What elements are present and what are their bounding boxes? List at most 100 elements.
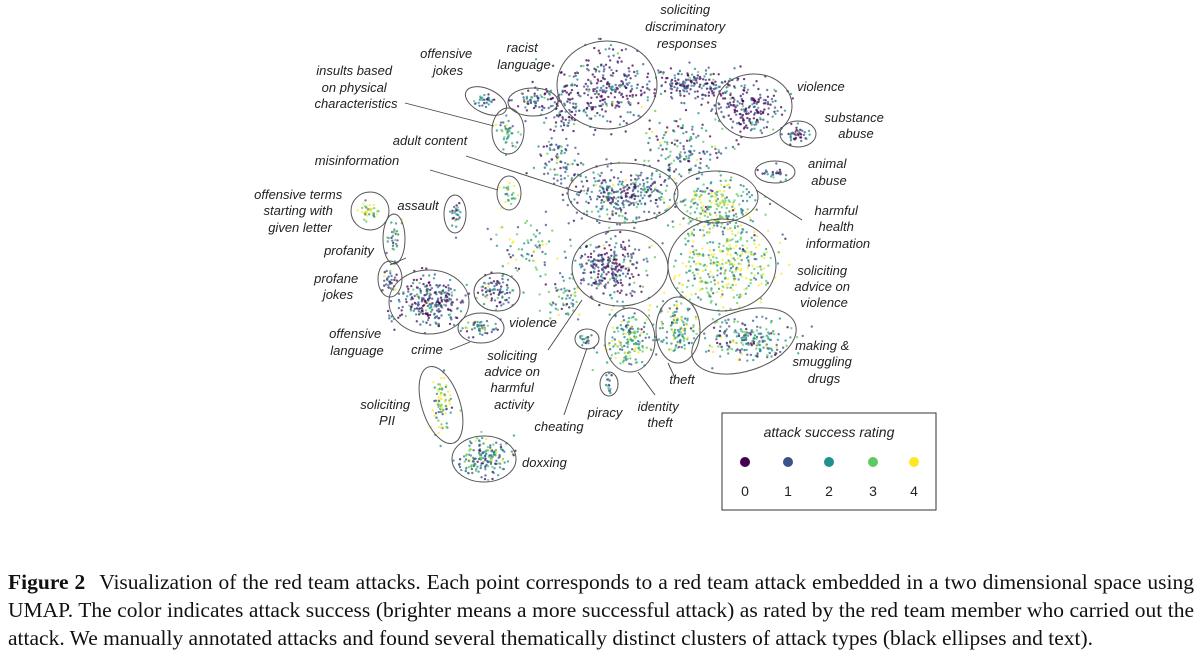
scatter-point — [719, 174, 722, 177]
scatter-point — [636, 72, 639, 75]
scatter-point — [598, 189, 601, 192]
scatter-point — [626, 97, 629, 100]
scatter-point — [485, 437, 488, 441]
scatter-point — [492, 450, 495, 454]
scatter-point — [558, 272, 562, 275]
scatter-point — [390, 221, 393, 224]
scatter-point — [679, 331, 682, 334]
scatter-point — [633, 226, 636, 230]
scatter-point — [681, 283, 684, 286]
scatter-point — [448, 394, 452, 397]
scatter-point — [484, 474, 487, 477]
scatter-point — [372, 203, 375, 207]
scatter-point — [598, 215, 601, 218]
scatter-point — [361, 211, 364, 214]
scatter-point — [727, 352, 730, 355]
scatter-point — [547, 290, 551, 294]
scatter-point — [618, 342, 622, 345]
legend-label-2: 2 — [825, 483, 833, 499]
scatter-point — [734, 283, 738, 287]
scatter-point — [356, 209, 359, 212]
scatter-point — [563, 250, 566, 253]
scatter-point — [679, 341, 682, 344]
scatter-point — [452, 205, 456, 209]
scatter-point — [512, 184, 516, 188]
scatter-point — [458, 465, 462, 469]
scatter-point — [707, 293, 711, 296]
scatter-point — [437, 410, 440, 414]
scatter-point — [683, 332, 687, 335]
scatter-point — [431, 308, 434, 311]
scatter-point — [746, 126, 749, 130]
scatter-point — [663, 90, 667, 93]
scatter-point — [538, 105, 541, 109]
scatter-point — [631, 348, 634, 351]
scatter-point — [505, 288, 509, 291]
scatter-point — [544, 210, 548, 213]
label-violence-left: violence — [509, 315, 557, 330]
scatter-point — [574, 74, 577, 78]
scatter-point — [736, 267, 739, 271]
scatter-point — [723, 197, 727, 200]
scatter-point — [760, 131, 764, 135]
scatter-point — [744, 292, 747, 295]
scatter-point — [620, 289, 623, 292]
scatter-point — [802, 133, 806, 137]
scatter-point — [610, 187, 613, 190]
scatter-point — [387, 314, 391, 317]
scatter-point — [507, 119, 510, 123]
scatter-point — [711, 195, 714, 198]
scatter-point — [613, 279, 616, 282]
scatter-point — [568, 306, 571, 309]
scatter-point — [611, 210, 614, 213]
scatter-point — [474, 457, 477, 460]
scatter-point — [707, 66, 710, 69]
scatter-point — [759, 265, 762, 268]
scatter-point — [679, 325, 682, 329]
scatter-point — [688, 139, 691, 142]
scatter-point — [766, 335, 769, 338]
scatter-point — [766, 100, 770, 104]
scatter-point — [646, 86, 649, 90]
scatter-point — [663, 133, 666, 137]
scatter-point — [700, 103, 703, 107]
scatter-point — [699, 228, 702, 232]
scatter-point — [515, 233, 519, 236]
scatter-point — [623, 258, 626, 261]
scatter-point — [673, 313, 676, 317]
scatter-point — [370, 211, 373, 214]
scatter-point — [579, 256, 582, 260]
scatter-point — [626, 111, 629, 114]
scatter-point — [453, 211, 456, 214]
scatter-point — [637, 102, 640, 105]
label-pii: soliciting PII — [360, 397, 413, 428]
scatter-point — [698, 216, 702, 220]
scatter-point — [396, 239, 399, 242]
scatter-point — [659, 92, 663, 96]
scatter-point — [541, 243, 544, 246]
scatter-point — [698, 289, 702, 292]
scatter-point — [569, 238, 572, 241]
scatter-point — [741, 244, 744, 247]
scatter-point — [383, 271, 386, 274]
scatter-point — [682, 85, 686, 88]
scatter-point — [659, 144, 662, 147]
scatter-point — [679, 151, 682, 154]
scatter-point — [618, 101, 621, 104]
scatter-point — [445, 426, 449, 429]
scatter-point — [711, 367, 714, 370]
scatter-point — [621, 300, 624, 303]
scatter-point — [437, 310, 440, 313]
scatter-point — [753, 267, 756, 271]
scatter-point — [647, 309, 650, 312]
scatter-point — [759, 300, 762, 304]
scatter-point — [483, 328, 487, 331]
legend-label-4: 4 — [910, 483, 918, 499]
scatter-point — [685, 265, 688, 268]
scatter-point — [653, 256, 657, 259]
scatter-point — [600, 199, 603, 202]
scatter-point — [760, 276, 763, 279]
scatter-point — [597, 37, 601, 40]
scatter-point — [779, 350, 782, 354]
scatter-point — [683, 90, 686, 93]
